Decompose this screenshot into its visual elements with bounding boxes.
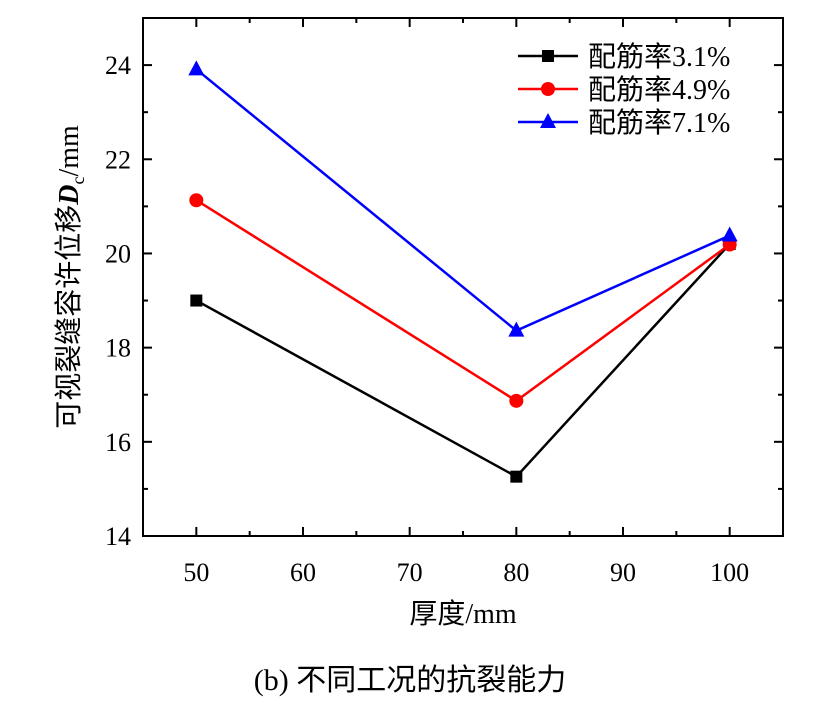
- x-axis-label: 厚度/mm: [409, 598, 517, 630]
- data-point-circle: [189, 193, 204, 208]
- y-axis-label-symbol: D: [54, 185, 85, 206]
- x-tick-label: 60: [290, 558, 316, 587]
- data-point-triangle: [721, 226, 738, 242]
- data-point-circle: [541, 82, 555, 96]
- series-line: [195, 199, 731, 403]
- y-tick-label: 20: [105, 239, 131, 268]
- series-circle: [189, 193, 737, 408]
- y-tick-label: 18: [105, 334, 131, 363]
- x-tick-label: 70: [397, 558, 423, 587]
- x-tick-label: 80: [503, 558, 529, 587]
- y-tick-label: 22: [105, 145, 131, 174]
- series-triangle: [188, 60, 738, 337]
- y-axis-label: 可视裂缝容许位移Dc/mm: [53, 125, 88, 429]
- y-tick-label: 24: [105, 51, 131, 80]
- legend-label: 配筋率7.1%: [588, 107, 730, 139]
- series-square: [190, 238, 736, 483]
- data-point-triangle: [188, 60, 205, 76]
- legend-label: 配筋率4.9%: [588, 74, 730, 106]
- series-line: [195, 243, 731, 479]
- y-axis-label-unit: /mm: [54, 125, 85, 177]
- x-tick-label: 100: [710, 558, 749, 587]
- data-point-circle: [509, 393, 524, 408]
- data-point-square: [190, 294, 203, 307]
- y-tick-label: 16: [105, 428, 131, 457]
- data-point-square: [542, 50, 554, 62]
- x-tick-label: 90: [610, 558, 636, 587]
- data-point-square: [510, 470, 523, 483]
- data-point-triangle: [508, 321, 525, 337]
- y-axis-label-text: 可视裂缝容许位移: [53, 205, 85, 429]
- y-axis-label-subscript: c: [68, 177, 88, 185]
- figure-caption: (b) 不同工况的抗裂能力: [254, 664, 566, 697]
- y-tick-label: 14: [105, 522, 131, 551]
- data-point-triangle: [540, 113, 556, 128]
- legend-label: 配筋率3.1%: [588, 41, 730, 73]
- x-tick-label: 50: [183, 558, 209, 587]
